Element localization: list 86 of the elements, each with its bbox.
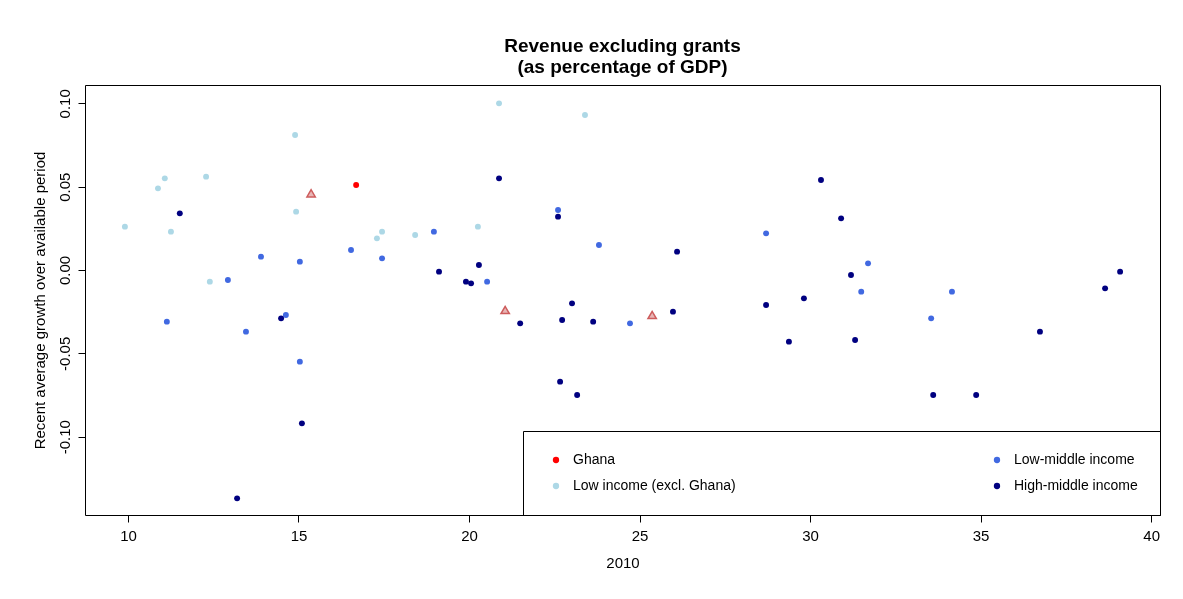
point [496, 100, 502, 107]
point [234, 495, 241, 502]
point [569, 300, 575, 307]
x-tick-label: 15 [290, 526, 308, 544]
point [818, 177, 824, 183]
point [1036, 328, 1043, 335]
point [647, 310, 658, 320]
point [596, 242, 602, 248]
point [282, 312, 289, 318]
point [763, 302, 770, 308]
point [848, 272, 854, 278]
x-axis-title: 2010 [606, 553, 640, 571]
point [353, 182, 360, 188]
point [258, 253, 264, 260]
point [557, 378, 564, 385]
x-tick-label: 40 [1143, 526, 1160, 544]
point [167, 228, 174, 235]
point [293, 208, 300, 215]
point [206, 278, 213, 285]
point [1102, 285, 1109, 292]
point [161, 175, 168, 182]
point [474, 223, 481, 230]
point [930, 392, 937, 398]
point [517, 320, 524, 327]
legend-label: High-middle income [1014, 477, 1138, 493]
point [555, 213, 561, 220]
point [121, 223, 128, 230]
point [674, 248, 681, 255]
point [858, 288, 865, 295]
y-tick-label: -0.10 [55, 420, 73, 455]
point [949, 288, 955, 295]
point [670, 308, 676, 315]
x-tick-label: 10 [120, 526, 137, 544]
x-tick-label: 25 [631, 526, 649, 544]
point [373, 235, 380, 242]
point [163, 318, 170, 325]
y-tick-label: 0.05 [55, 172, 73, 202]
point [475, 262, 482, 268]
legend-label: Ghana [573, 451, 616, 467]
point [496, 175, 502, 182]
point [155, 185, 161, 192]
point [463, 278, 469, 285]
point [296, 258, 303, 265]
point [436, 268, 442, 275]
point [292, 132, 299, 138]
point [306, 188, 317, 198]
point [865, 260, 872, 267]
point [763, 230, 770, 237]
point [468, 280, 475, 287]
point [627, 320, 633, 327]
point [278, 315, 285, 322]
point [590, 318, 597, 325]
point [243, 328, 249, 335]
point [559, 317, 566, 323]
y-axis-title: Recent average growth over available period [30, 151, 48, 450]
x-tick-label: 20 [461, 526, 478, 544]
point [574, 392, 581, 398]
legend-label: Low-middle income [1014, 451, 1135, 467]
point [973, 392, 980, 398]
point [430, 228, 437, 235]
point [785, 338, 792, 345]
point [800, 295, 807, 302]
point [296, 358, 303, 365]
chart-title: Revenue excluding grants (as percentage of GDP) [504, 35, 741, 77]
point [379, 255, 386, 262]
y-tick-label: 0.10 [55, 89, 73, 119]
point [500, 305, 511, 315]
point [348, 247, 354, 253]
point [176, 210, 183, 217]
point [555, 207, 561, 213]
point [298, 420, 305, 427]
y-tick-label: 0.00 [55, 255, 73, 286]
point [582, 112, 588, 118]
point [928, 315, 935, 322]
x-tick-label: 35 [972, 526, 990, 544]
point [1117, 268, 1124, 275]
point [224, 277, 231, 283]
legend-label: Low income (excl. Ghana) [573, 477, 736, 493]
point [852, 337, 859, 343]
y-tick-label: -0.05 [55, 336, 73, 371]
point [412, 232, 419, 238]
point [379, 228, 386, 235]
point [838, 215, 845, 222]
x-tick-label: 30 [802, 526, 819, 544]
point [203, 173, 210, 180]
point [484, 278, 491, 285]
